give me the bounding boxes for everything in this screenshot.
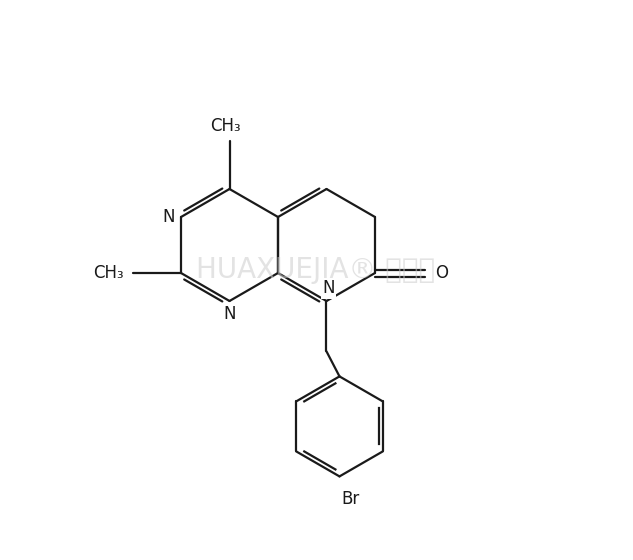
Text: HUAXUEJIA® 化学加: HUAXUEJIA® 化学加 xyxy=(196,256,436,284)
Text: N: N xyxy=(163,208,175,226)
Text: Br: Br xyxy=(341,491,360,508)
Text: N: N xyxy=(322,279,335,297)
Text: N: N xyxy=(223,305,235,323)
Text: CH₃: CH₃ xyxy=(210,118,241,136)
Text: CH₃: CH₃ xyxy=(93,264,123,282)
Text: O: O xyxy=(436,264,448,282)
